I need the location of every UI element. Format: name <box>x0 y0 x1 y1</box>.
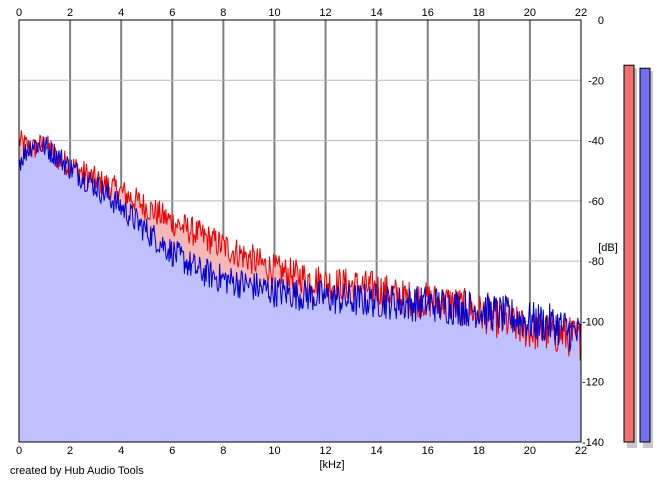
y-axis-title: [dB] <box>598 242 618 254</box>
x-tick-label-bottom: 16 <box>422 445 434 457</box>
line-layer <box>18 130 582 361</box>
axis-layer: 002244668810101212141416161818202022220-… <box>16 7 604 457</box>
x-tick-label-bottom: 6 <box>169 445 175 457</box>
series-line <box>18 130 582 361</box>
x-tick-label-bottom: 18 <box>473 445 485 457</box>
x-tick-label-bottom: 8 <box>220 445 226 457</box>
level-meter <box>623 64 635 443</box>
plot-border <box>18 19 582 443</box>
level-meter <box>639 67 651 443</box>
x-tick-label-top: 2 <box>67 7 73 19</box>
x-tick-label-bottom: 14 <box>371 445 383 457</box>
x-tick-label-bottom: 22 <box>575 445 587 457</box>
series-line <box>18 136 582 352</box>
x-tick-label-top: 10 <box>268 7 280 19</box>
x-tick-label-top: 6 <box>169 7 175 19</box>
meter-layer <box>623 64 653 448</box>
x-tick-label-top: 8 <box>220 7 226 19</box>
x-tick-label-top: 22 <box>575 7 587 19</box>
x-tick-label-bottom: 12 <box>319 445 331 457</box>
x-tick-label-top: 14 <box>371 7 383 19</box>
x-tick-label-top: 18 <box>473 7 485 19</box>
y-tick-label: -120 <box>582 377 604 389</box>
y-tick-label: -60 <box>588 196 604 208</box>
x-tick-label-bottom: 2 <box>67 445 73 457</box>
y-tick-label: -20 <box>588 75 604 87</box>
y-tick-label: -40 <box>588 136 604 148</box>
x-tick-label-top: 12 <box>319 7 331 19</box>
y-tick-label: 0 <box>598 15 604 27</box>
series-area <box>19 136 581 442</box>
x-axis-title: [kHz] <box>319 459 344 471</box>
x-tick-label-bottom: 0 <box>16 445 22 457</box>
y-tick-label: -100 <box>582 316 604 328</box>
y-tick-label: -80 <box>588 256 604 268</box>
x-tick-label-top: 0 <box>16 7 22 19</box>
x-tick-label-top: 4 <box>118 7 124 19</box>
x-tick-label-top: 16 <box>422 7 434 19</box>
x-tick-label-bottom: 4 <box>118 445 124 457</box>
x-tick-label-top: 20 <box>524 7 536 19</box>
x-tick-label-bottom: 20 <box>524 445 536 457</box>
x-tick-label-bottom: 10 <box>268 445 280 457</box>
y-tick-label: -140 <box>582 437 604 449</box>
credit-text: created by Hub Audio Tools <box>10 465 144 477</box>
